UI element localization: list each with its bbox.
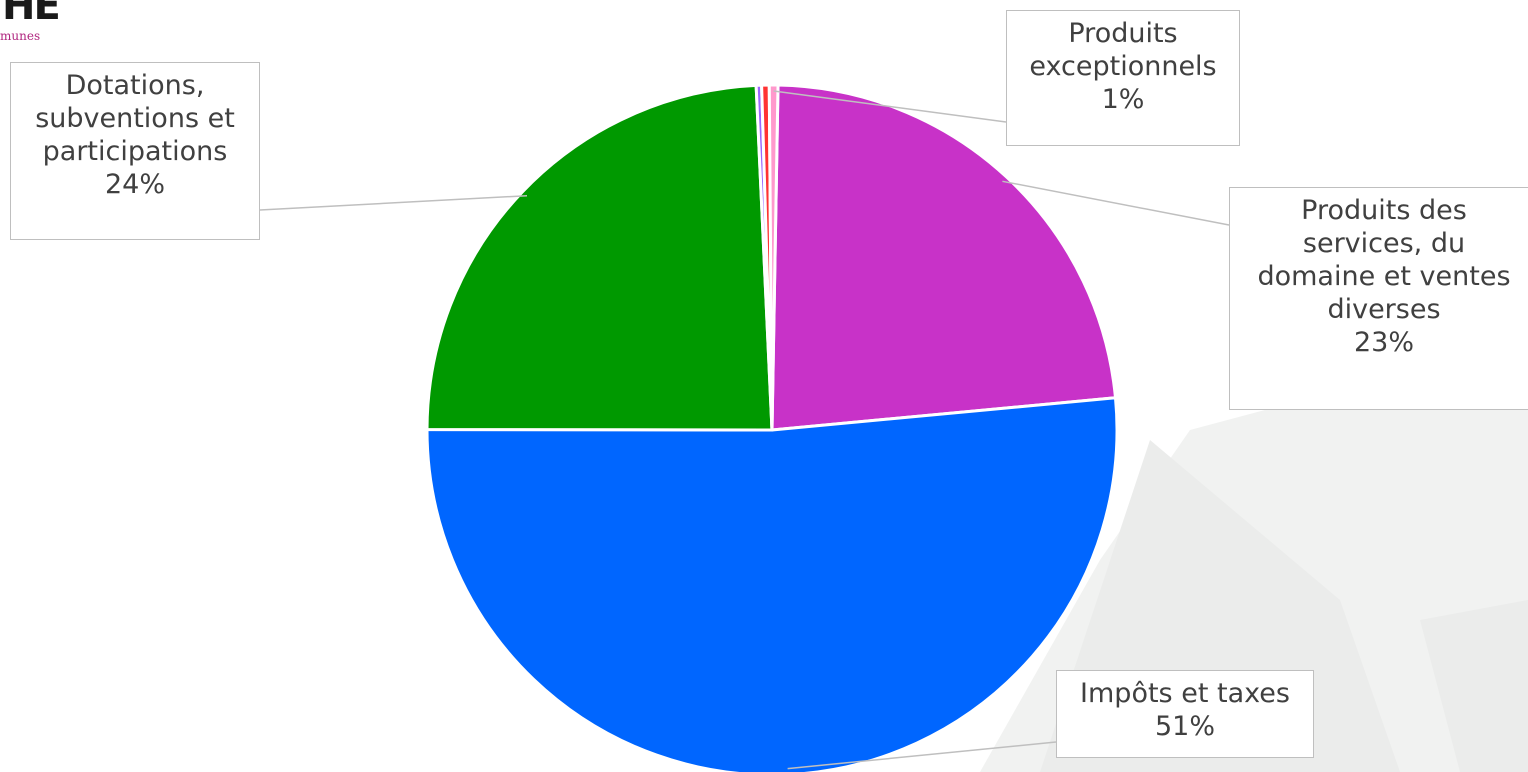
- data-label-value: 24%: [104, 169, 165, 200]
- data-label-line: exceptionnels: [1029, 51, 1217, 82]
- data-label-line: subventions et: [35, 103, 235, 134]
- logo-subtitle: munes: [0, 29, 41, 43]
- data-label-value: 23%: [1353, 327, 1414, 358]
- data-label-line: Produits des: [1301, 195, 1467, 226]
- pie-slices: [425, 83, 1119, 772]
- data-label-0: Produits des services, du domaine et vente…: [1229, 187, 1528, 410]
- data-label-line: Produits: [1068, 18, 1178, 49]
- data-label-line: diverses: [1327, 294, 1441, 325]
- data-label-line: Impôts et taxes: [1080, 678, 1290, 709]
- pie-slice-1: [425, 396, 1119, 772]
- leader-lines: [259, 90, 1230, 770]
- pie-slice-5: [767, 83, 780, 432]
- leader-line-2: [259, 194, 528, 211]
- data-label-1: Impôts et taxes 51%: [1056, 670, 1314, 758]
- data-label-line: Dotations,: [65, 70, 205, 101]
- data-label-5: Produits exceptionnels 1%: [1006, 10, 1240, 146]
- data-label-value: 1%: [1101, 84, 1145, 115]
- data-label-line: participations: [42, 136, 228, 167]
- leader-line-0: [1002, 180, 1230, 226]
- logo-text: HE: [2, 0, 61, 29]
- data-label-value: 51%: [1154, 711, 1215, 742]
- data-label-line: domaine et ventes: [1257, 261, 1511, 292]
- data-label-line: services, du: [1302, 228, 1466, 259]
- leader-line-5: [773, 90, 1007, 123]
- data-label-2: Dotations, subventions et participations 24…: [10, 62, 260, 240]
- pie-slice-2: [425, 83, 774, 432]
- pie-slice-0: [770, 83, 1117, 432]
- background-shape-small: [1420, 600, 1528, 772]
- leader-line-1: [787, 741, 1057, 770]
